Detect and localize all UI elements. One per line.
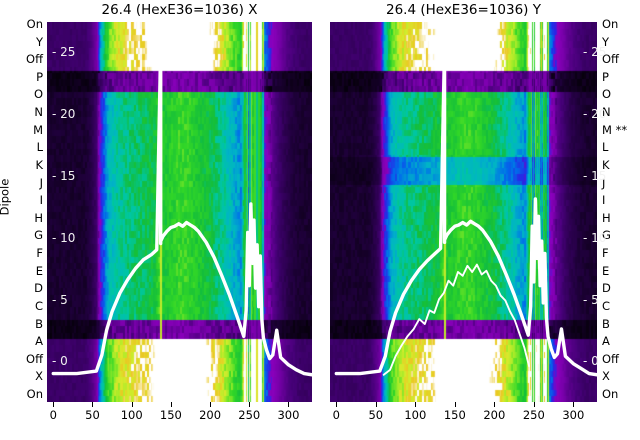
dipole-tick-label-left-5: N	[34, 105, 43, 120]
x-tick-mark-150	[170, 402, 172, 407]
x-tick-mark-150	[454, 402, 456, 407]
dipole-tick-label-left-2: Off	[26, 52, 43, 67]
dipole-tick-label-right-12: G	[602, 228, 611, 243]
x-tick-label-300: 300	[277, 408, 300, 422]
x-tick-label-300: 300	[562, 408, 585, 422]
dipole-tick-label-left-1: Y	[35, 34, 43, 49]
trace-overlay-left	[51, 43, 312, 377]
x-tick-label-150: 150	[443, 408, 466, 422]
dipole-tick-label-left-18: A	[35, 334, 43, 349]
panel-title-right: 26.4 (HexE36=1036) Y	[385, 2, 541, 18]
dipole-tick-label-left-12: G	[34, 228, 43, 243]
x-tick-mark-100	[131, 402, 133, 407]
dipole-tick-label-left-9: J	[39, 175, 43, 190]
x-tick-mark-250	[533, 402, 535, 407]
trace-1	[51, 43, 312, 377]
x-tick-mark-100	[415, 402, 417, 407]
y-tick-label-15: - 15	[583, 168, 607, 183]
trace-1	[334, 43, 597, 377]
y-tick-label-15: - 15	[52, 168, 76, 183]
dipole-tick-label-right-0: On	[602, 17, 619, 31]
dipole-tick-label-left-19: Off	[26, 351, 43, 366]
dipole-tick-label-left-0: On	[26, 17, 43, 31]
dipole-tick-label-right-9: J	[602, 175, 606, 190]
dipole-tick-label-left-20: X	[35, 369, 43, 384]
dipole-tick-label-right-2: Off	[602, 52, 619, 67]
dipole-tick-label-right-5: N	[602, 105, 611, 120]
x-tick-mark-300	[573, 402, 575, 407]
dipole-tick-label-left-4: O	[33, 87, 43, 102]
dipole-tick-label-right-4: O	[602, 87, 612, 102]
dipole-tick-label-right-1: Y	[602, 34, 610, 49]
trace-overlay-right	[334, 43, 597, 377]
x-tick-mark-50	[375, 402, 377, 407]
x-tick-label-250: 250	[238, 408, 261, 422]
y-tick-label-25: - 25	[52, 44, 76, 59]
dipole-tick-label-left-14: E	[35, 263, 43, 278]
x-tick-mark-200	[494, 402, 496, 407]
dipole-tick-label-right-8: K	[602, 157, 610, 172]
x-axis-right: 0 50 100 150 200 250 300	[330, 402, 597, 438]
dipole-tick-label-right-15: D	[602, 281, 611, 296]
dipole-tick-label-right-11: H	[602, 210, 611, 225]
y-tick-label-10: - 10	[52, 230, 76, 245]
y-tick-label-5: - 5	[52, 292, 68, 307]
x-tick-label-200: 200	[199, 408, 222, 422]
dipole-tick-label-right-20: X	[602, 369, 610, 384]
dipole-tick-label-left-17: B	[35, 316, 43, 331]
heatmap-panel-right[interactable]	[330, 22, 597, 402]
x-tick-mark-0	[53, 402, 55, 407]
dipole-tick-label-left-11: H	[34, 210, 43, 225]
dipole-tick-label-right-10: I	[602, 193, 606, 208]
trace-2	[382, 263, 531, 376]
dipole-tick-label-right-16: C	[602, 298, 611, 313]
y-tick-label-10: - 10	[583, 230, 607, 245]
dipole-tick-label-right-18: A	[602, 334, 610, 349]
x-tick-label-100: 100	[404, 408, 427, 422]
x-tick-label-50: 50	[368, 408, 384, 422]
dipole-tick-label-right-3: P	[602, 69, 609, 84]
y-tick-label-0: - 0	[583, 354, 599, 369]
x-tick-label-50: 50	[85, 408, 100, 422]
x-tick-mark-50	[92, 402, 94, 407]
x-tick-label-200: 200	[483, 408, 506, 422]
dipole-tick-label-left-8: K	[35, 157, 43, 172]
x-tick-mark-200	[210, 402, 212, 407]
dipole-tick-label-right-19: Off	[602, 351, 619, 366]
dipole-tick-label-right-13: F	[602, 246, 609, 261]
x-tick-label-100: 100	[120, 408, 143, 422]
x-tick-mark-300	[288, 402, 290, 407]
x-tick-label-150: 150	[159, 408, 182, 422]
dipole-tick-label-left-10: I	[39, 193, 43, 208]
y-tick-label-5: - 5	[583, 292, 599, 307]
dipole-tick-label-left-16: C	[34, 298, 43, 313]
x-tick-label-0: 0	[49, 408, 57, 422]
dipole-tick-label-left-13: F	[36, 246, 43, 261]
x-tick-mark-0	[336, 402, 338, 407]
dipole-tick-label-left-3: P	[36, 69, 43, 84]
dipole-tick-label-right-17: B	[602, 316, 610, 331]
dipole-tick-label-right-6: M **	[602, 122, 628, 137]
y-tick-label-20: - 20	[52, 106, 76, 121]
dipole-tick-label-right-21: On	[602, 387, 619, 401]
y-tick-label-20: - 20	[583, 106, 607, 121]
dipole-tick-label-left-15: D	[34, 281, 43, 296]
x-tick-label-0: 0	[332, 408, 340, 422]
x-tick-label-250: 250	[522, 408, 545, 422]
dipole-tick-label-left-21: On	[26, 387, 43, 401]
y-tick-label-0: - 0	[52, 354, 68, 369]
heatmap-image-right	[330, 22, 597, 402]
dipole-tick-label-left-6: M	[33, 122, 43, 137]
heatmap-panel-left[interactable]	[47, 22, 312, 402]
y-tick-label-25: - 25	[583, 44, 607, 59]
dipole-tick-label-left-7: L	[36, 140, 43, 155]
heatmap-image-left	[47, 22, 312, 402]
x-tick-mark-250	[249, 402, 251, 407]
x-axis-left: 0 50 100 150 200 250 300	[47, 402, 312, 438]
dipole-tick-label-right-7: L	[602, 140, 609, 155]
dipole-tick-label-right-14: E	[602, 263, 610, 278]
panel-title-left: 26.4 (HexE36=1036) X	[101, 2, 258, 18]
